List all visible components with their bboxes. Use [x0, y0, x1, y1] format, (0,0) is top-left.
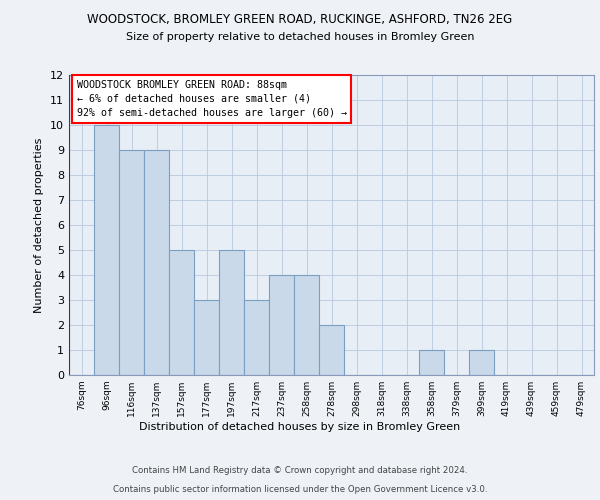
- Bar: [244, 300, 269, 375]
- Bar: [469, 350, 494, 375]
- Bar: [94, 125, 119, 375]
- Bar: [294, 275, 319, 375]
- Bar: [219, 250, 244, 375]
- Bar: [319, 325, 344, 375]
- Bar: [419, 350, 444, 375]
- Bar: [119, 150, 144, 375]
- Text: Size of property relative to detached houses in Bromley Green: Size of property relative to detached ho…: [126, 32, 474, 42]
- Text: Contains public sector information licensed under the Open Government Licence v3: Contains public sector information licen…: [113, 485, 487, 494]
- Bar: [169, 250, 194, 375]
- Text: Contains HM Land Registry data © Crown copyright and database right 2024.: Contains HM Land Registry data © Crown c…: [132, 466, 468, 475]
- Bar: [269, 275, 294, 375]
- Bar: [144, 150, 169, 375]
- Bar: [194, 300, 219, 375]
- Text: WOODSTOCK, BROMLEY GREEN ROAD, RUCKINGE, ASHFORD, TN26 2EG: WOODSTOCK, BROMLEY GREEN ROAD, RUCKINGE,…: [88, 12, 512, 26]
- Text: Distribution of detached houses by size in Bromley Green: Distribution of detached houses by size …: [139, 422, 461, 432]
- Text: WOODSTOCK BROMLEY GREEN ROAD: 88sqm
← 6% of detached houses are smaller (4)
92% : WOODSTOCK BROMLEY GREEN ROAD: 88sqm ← 6%…: [77, 80, 347, 118]
- Y-axis label: Number of detached properties: Number of detached properties: [34, 138, 44, 312]
